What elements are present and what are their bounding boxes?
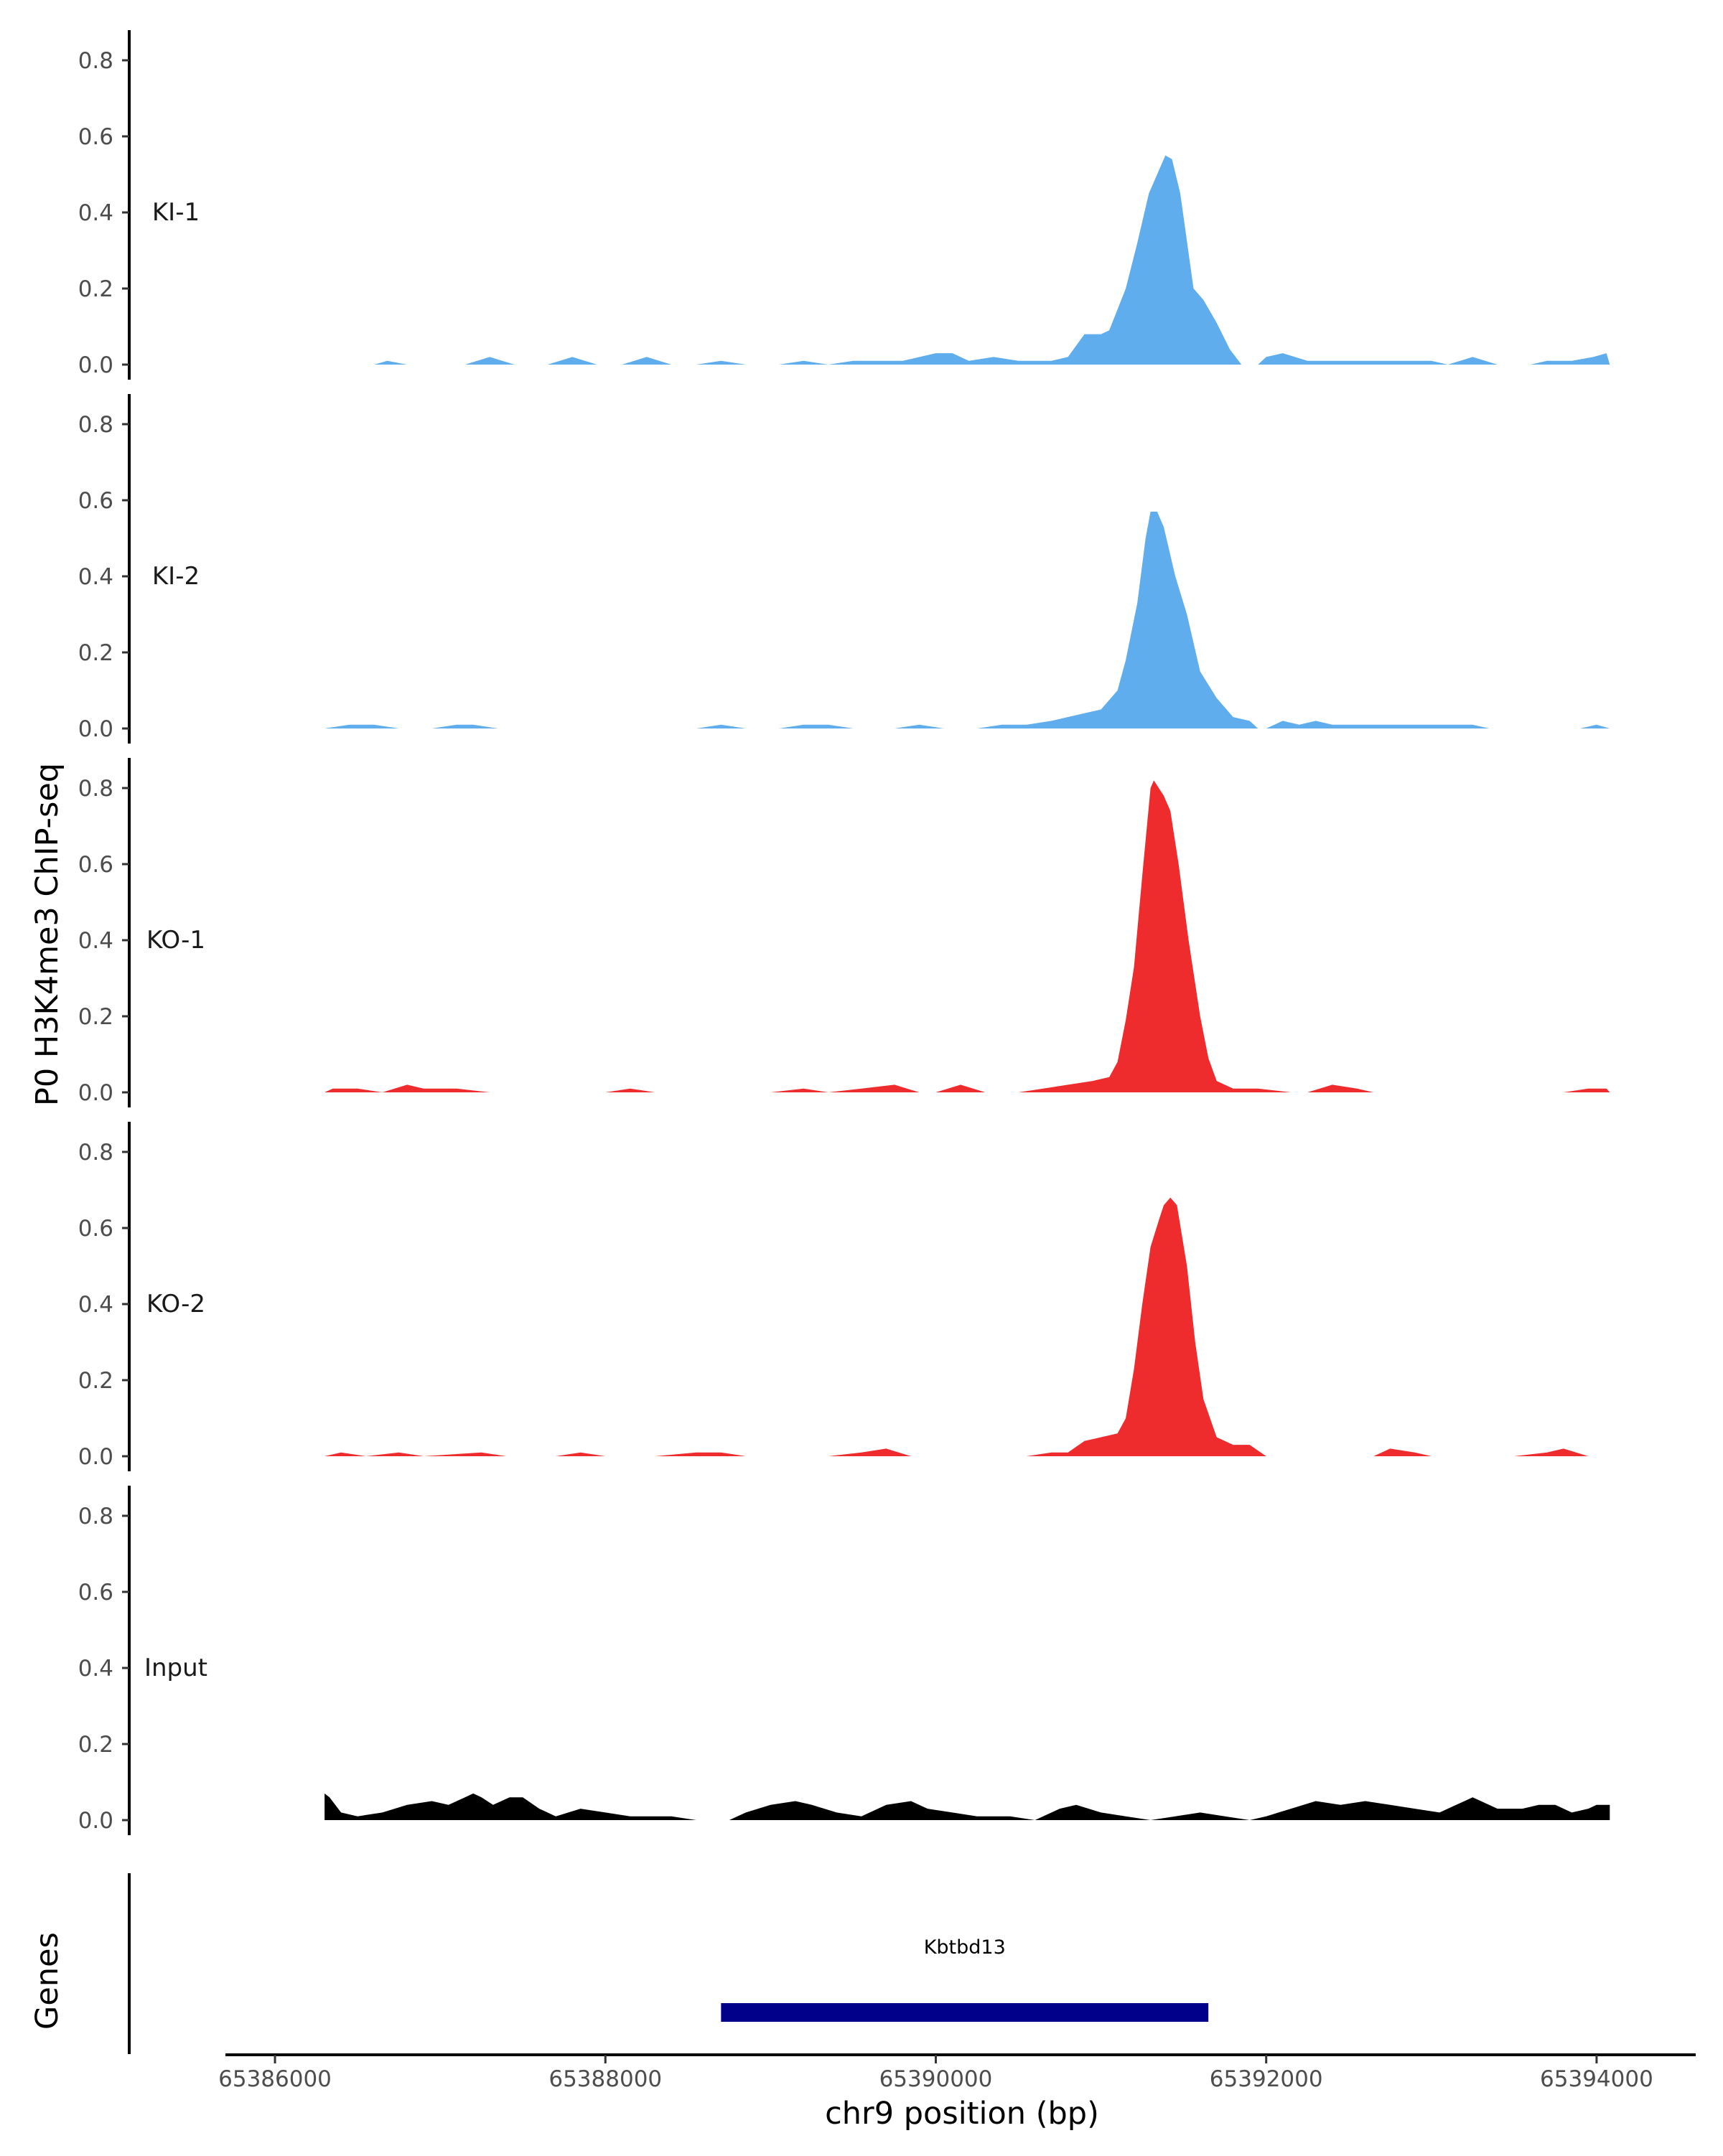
- gene-label-kbtbd13: Kbtbd13: [924, 1936, 1006, 1959]
- track-ki-1-y-tick-label: 0.4: [78, 200, 113, 226]
- track-ki-1-panel: 0.0 0.2 0.4 0.6 0.8 KI-1: [78, 30, 1610, 380]
- track-ko-2-y-tick-label: 0.0: [78, 1444, 113, 1470]
- tracks-layer: 0.00.20.40.60.8KI-10.00.20.40.60.8KI-20.…: [78, 30, 1610, 1835]
- track-ki-2-y-tick-label: 0.6: [78, 488, 113, 514]
- track-input-signal-area: [324, 1793, 1610, 1820]
- track-input-panel: 0.0 0.2 0.4 0.6 0.8 Input: [78, 1486, 1610, 1835]
- track-ki-2-panel: 0.0 0.2 0.4 0.6 0.8 KI-2: [78, 394, 1610, 744]
- track-ki-1-signal-area: [324, 155, 1610, 365]
- track-input-y-tick-label: 0.2: [78, 1732, 113, 1758]
- track-ki-2-y-tick-label: 0.2: [78, 640, 113, 666]
- track-ko-1-panel: 0.0 0.2 0.4 0.6 0.8 KO-1: [78, 758, 1610, 1107]
- track-input-y-tick-label: 0.4: [78, 1656, 113, 1682]
- track-ko-2-signal-area: [324, 1197, 1605, 1456]
- track-ko-1-y-tick-label: 0.0: [78, 1080, 113, 1106]
- x-tick-label: 65394000: [1540, 2066, 1653, 2092]
- track-ko-2-y-tick-label: 0.2: [78, 1368, 113, 1394]
- track-input-y-tick-label: 0.8: [78, 1504, 113, 1529]
- track-ko-1-label: KO-1: [146, 926, 205, 955]
- track-ko-1-y-tick-label: 0.6: [78, 852, 113, 878]
- track-ki-1-label: KI-1: [152, 198, 200, 227]
- track-input-y-tick-label: 0.0: [78, 1808, 113, 1834]
- track-ko-2-y-tick-label: 0.4: [78, 1292, 113, 1318]
- x-tick-label: 65392000: [1210, 2066, 1323, 2092]
- y-axis-title: P0 H3K4me3 ChIP-seq: [29, 763, 65, 1106]
- track-ki-2-y-tick-label: 0.4: [78, 564, 113, 590]
- track-input-label: Input: [144, 1654, 207, 1682]
- x-tick-label: 65388000: [548, 2066, 662, 2092]
- gene-bar-kbtbd13: [721, 2003, 1209, 2022]
- track-ko-1-signal-area: [324, 780, 1610, 1092]
- x-axis-title: chr9 position (bp): [825, 2096, 1099, 2132]
- track-ko-1-y-tick-label: 0.2: [78, 1004, 113, 1030]
- track-ko-2-y-tick-label: 0.6: [78, 1216, 113, 1242]
- track-ko-1-y-tick-label: 0.4: [78, 928, 113, 954]
- track-ko-1-y-tick-label: 0.8: [78, 776, 113, 802]
- track-ki-1-y-tick-label: 0.6: [78, 124, 113, 150]
- track-ki-1-y-tick-label: 0.2: [78, 276, 113, 302]
- x-tick-label: 65390000: [879, 2066, 993, 2092]
- x-axis: 65386000 65388000 65390000 65392000 65394000: [218, 2053, 1696, 2092]
- track-ko-2-label: KO-2: [146, 1290, 205, 1318]
- track-ki-2-signal-area: [324, 511, 1610, 728]
- track-ki-2-label: KI-2: [152, 562, 200, 591]
- track-ko-2-y-tick-label: 0.8: [78, 1140, 113, 1166]
- track-ki-2-y-tick-label: 0.8: [78, 412, 113, 438]
- track-ko-2-panel: 0.0 0.2 0.4 0.6 0.8 KO-2: [78, 1122, 1605, 1471]
- track-ki-1-y-tick-label: 0.8: [78, 48, 113, 74]
- x-tick-label: 65386000: [218, 2066, 332, 2092]
- genes-layer: Genes Kbtbd13: [29, 1873, 1209, 2054]
- track-input-y-tick-label: 0.6: [78, 1580, 113, 1606]
- track-ki-2-y-tick-label: 0.0: [78, 716, 113, 742]
- track-ki-1-y-tick-label: 0.0: [78, 352, 113, 378]
- genes-track-title: Genes: [29, 1932, 65, 2030]
